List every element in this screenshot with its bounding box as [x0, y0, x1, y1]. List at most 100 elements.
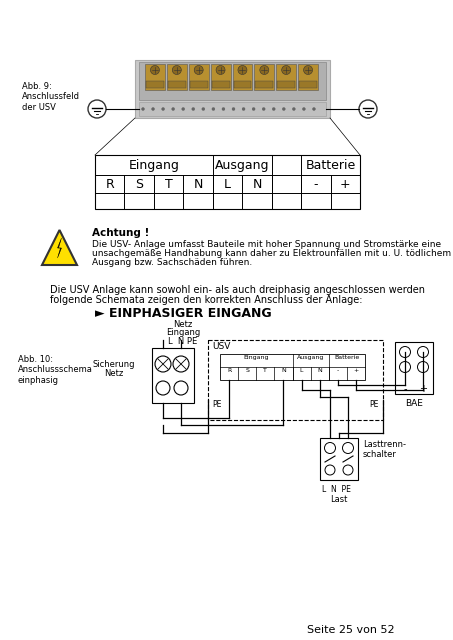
Text: R: R — [106, 178, 114, 191]
Circle shape — [282, 108, 285, 111]
Circle shape — [155, 356, 171, 372]
Text: Netz: Netz — [173, 320, 193, 329]
Circle shape — [212, 108, 215, 111]
Circle shape — [324, 442, 336, 454]
Circle shape — [272, 108, 275, 111]
Bar — [232, 64, 252, 90]
Text: -: - — [403, 384, 407, 394]
Text: Achtung !: Achtung ! — [92, 228, 149, 238]
Circle shape — [192, 108, 195, 111]
Circle shape — [400, 362, 410, 372]
Bar — [152, 348, 194, 403]
Text: S: S — [245, 368, 249, 373]
Text: Eingang: Eingang — [129, 159, 179, 172]
Text: +: + — [340, 178, 351, 191]
Bar — [395, 342, 433, 394]
Circle shape — [152, 108, 154, 111]
Circle shape — [260, 65, 269, 74]
Circle shape — [418, 346, 429, 358]
Text: Eingang: Eingang — [166, 328, 200, 337]
Text: L  N PE: L N PE — [169, 337, 198, 346]
Bar — [233, 81, 251, 88]
Text: PE: PE — [369, 400, 378, 409]
Circle shape — [418, 362, 429, 372]
Bar — [255, 81, 273, 88]
Text: L  N  PE: L N PE — [322, 485, 351, 494]
Text: Seite 25 von 52: Seite 25 von 52 — [308, 625, 395, 635]
Text: Sicherung: Sicherung — [93, 360, 135, 369]
Circle shape — [313, 108, 315, 111]
Circle shape — [174, 381, 188, 395]
Bar — [95, 155, 360, 209]
Circle shape — [173, 356, 189, 372]
Bar — [145, 64, 165, 90]
Circle shape — [262, 108, 265, 111]
Bar — [255, 64, 274, 90]
Text: S: S — [135, 178, 143, 191]
Text: T: T — [263, 368, 267, 373]
Bar — [190, 81, 207, 88]
Bar — [167, 64, 187, 90]
Text: Ausgang bzw. Sachschäden führen.: Ausgang bzw. Sachschäden führen. — [92, 258, 252, 267]
Bar — [139, 102, 326, 116]
Circle shape — [238, 65, 247, 74]
Circle shape — [342, 442, 353, 454]
Circle shape — [222, 108, 225, 111]
Text: Ausgang: Ausgang — [297, 355, 324, 360]
Circle shape — [141, 108, 145, 111]
Text: -: - — [313, 178, 318, 191]
Bar — [139, 62, 326, 100]
Bar — [135, 60, 330, 118]
Bar — [220, 354, 365, 380]
Circle shape — [172, 65, 181, 74]
Bar — [298, 64, 318, 90]
Text: +: + — [419, 384, 427, 394]
Circle shape — [359, 100, 377, 118]
Text: Abb. 10:
Anschlussschema
einphasig: Abb. 10: Anschlussschema einphasig — [18, 355, 93, 385]
Circle shape — [400, 346, 410, 358]
Circle shape — [182, 108, 185, 111]
Polygon shape — [58, 238, 62, 258]
Text: Batterie: Batterie — [305, 159, 356, 172]
Text: Lasttrenn-
schalter: Lasttrenn- schalter — [363, 440, 406, 460]
Bar — [208, 340, 383, 420]
Bar — [168, 81, 186, 88]
Text: ► EINPHASIGER EINGANG: ► EINPHASIGER EINGANG — [95, 307, 272, 320]
Text: N: N — [252, 178, 262, 191]
Text: PE: PE — [212, 400, 222, 409]
Bar — [299, 81, 317, 88]
Text: L: L — [224, 178, 231, 191]
Text: R: R — [227, 368, 231, 373]
Text: USV: USV — [212, 342, 231, 351]
Text: L: L — [300, 368, 304, 373]
Text: Ausgang: Ausgang — [215, 159, 270, 172]
Circle shape — [303, 108, 305, 111]
Polygon shape — [42, 230, 77, 265]
Bar — [320, 438, 358, 480]
Circle shape — [292, 108, 295, 111]
Bar — [276, 64, 296, 90]
Circle shape — [172, 108, 175, 111]
Text: T: T — [165, 178, 173, 191]
Text: +: + — [353, 368, 359, 373]
Circle shape — [325, 465, 335, 475]
Bar — [146, 81, 164, 88]
Circle shape — [282, 65, 291, 74]
Text: Die USV Anlage kann sowohl ein- als auch dreiphasig angeschlossen werden: Die USV Anlage kann sowohl ein- als auch… — [50, 285, 425, 295]
Text: -: - — [337, 368, 339, 373]
Circle shape — [232, 108, 235, 111]
Circle shape — [304, 65, 313, 74]
Text: Batterie: Batterie — [334, 355, 360, 360]
Bar — [212, 81, 230, 88]
Text: Die USV- Anlage umfasst Bauteile mit hoher Spannung und Stromstärke eine: Die USV- Anlage umfasst Bauteile mit hoh… — [92, 240, 441, 249]
Text: Last: Last — [330, 495, 348, 504]
Circle shape — [216, 65, 225, 74]
Circle shape — [162, 108, 164, 111]
Circle shape — [242, 108, 245, 111]
Text: unsachgemäße Handhabung kann daher zu Elektrounfällen mit u. U. tödlichem: unsachgemäße Handhabung kann daher zu El… — [92, 249, 451, 258]
Circle shape — [252, 108, 255, 111]
Text: BAE: BAE — [405, 399, 423, 408]
Bar — [189, 64, 209, 90]
Circle shape — [156, 381, 170, 395]
Text: folgende Schemata zeigen den korrekten Anschluss der Anlage:: folgende Schemata zeigen den korrekten A… — [50, 295, 362, 305]
